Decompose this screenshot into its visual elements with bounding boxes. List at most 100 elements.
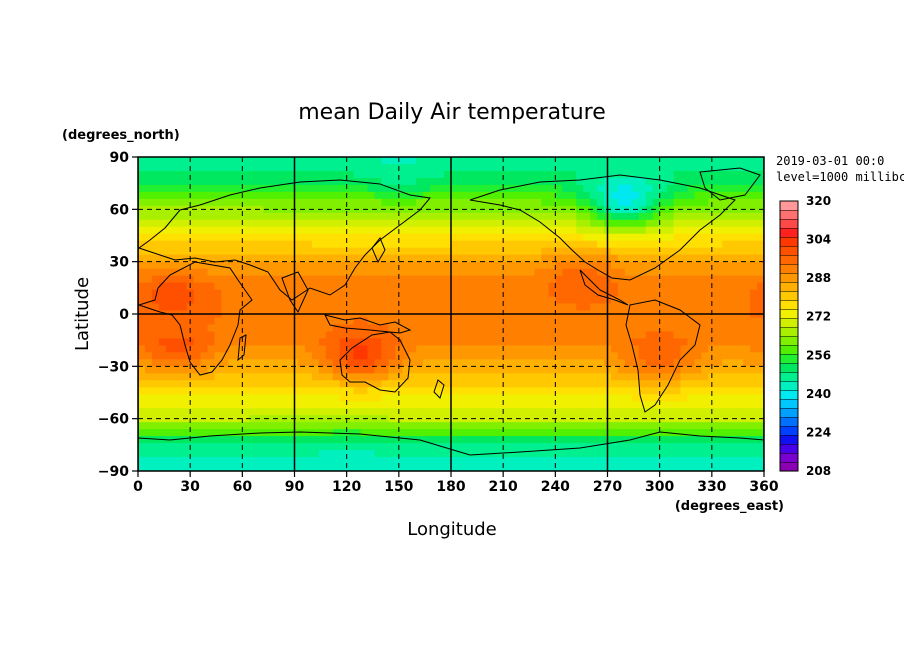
field-cell	[270, 170, 278, 179]
field-cell	[638, 240, 647, 249]
field-cell	[576, 373, 584, 381]
field-cell	[402, 366, 410, 374]
field-cell	[284, 303, 292, 312]
field-cell	[381, 401, 389, 409]
field-cell	[576, 226, 584, 235]
field-cell	[277, 324, 285, 333]
field-cell	[297, 457, 306, 465]
field-cell	[471, 387, 480, 395]
field-cell	[687, 429, 696, 437]
field-cell	[346, 401, 355, 409]
field-cell	[388, 380, 396, 388]
field-cell	[381, 443, 389, 451]
field-cell	[687, 352, 696, 360]
field-cell	[270, 296, 278, 305]
field-cell	[541, 457, 549, 465]
field-cell	[471, 408, 480, 416]
field-cell	[409, 177, 417, 186]
field-cell	[423, 163, 431, 172]
field-cell	[464, 177, 473, 186]
field-cell	[464, 157, 473, 165]
field-cell	[624, 422, 633, 430]
field-cell	[569, 450, 577, 458]
field-cell	[284, 247, 292, 256]
field-cell	[750, 359, 758, 367]
field-cell	[158, 387, 167, 395]
field-cell	[617, 324, 626, 333]
field-cell	[451, 219, 459, 228]
field-cell	[715, 401, 723, 409]
field-cell	[597, 282, 605, 291]
field-cell	[513, 457, 522, 465]
field-cell	[673, 324, 682, 333]
field-cell	[409, 282, 417, 291]
field-cell	[687, 387, 696, 395]
field-cell	[437, 317, 445, 326]
field-cell	[597, 324, 605, 333]
field-cell	[165, 457, 174, 465]
field-cell	[144, 450, 153, 458]
field-cell	[318, 177, 327, 186]
field-cell	[652, 157, 661, 165]
field-cell	[374, 233, 383, 242]
field-cell	[158, 289, 167, 298]
field-cell	[457, 429, 466, 437]
field-cell	[736, 275, 744, 284]
field-cell	[743, 247, 751, 256]
field-cell	[555, 450, 563, 458]
field-cell	[506, 429, 515, 437]
field-cell	[562, 443, 570, 451]
field-cell	[144, 401, 153, 409]
field-cell	[367, 282, 376, 291]
field-cell	[652, 275, 661, 284]
field-cell	[395, 275, 403, 284]
field-cell	[492, 296, 501, 305]
field-cell	[451, 429, 459, 437]
field-cell	[360, 387, 369, 395]
field-cell	[304, 408, 313, 416]
field-cell	[423, 436, 431, 444]
field-cell	[673, 429, 682, 437]
field-cell	[673, 457, 682, 465]
field-cell	[332, 163, 341, 172]
field-cell	[242, 366, 250, 374]
field-cell	[652, 380, 661, 388]
field-cell	[617, 289, 626, 298]
field-cell	[457, 352, 466, 360]
field-cell	[256, 464, 264, 471]
field-cell	[221, 170, 230, 179]
field-cell	[666, 191, 675, 200]
field-cell	[680, 177, 689, 186]
field-cell	[144, 289, 153, 298]
field-cell	[631, 184, 640, 193]
field-cell	[464, 261, 473, 270]
field-cell	[729, 282, 737, 291]
field-cell	[256, 415, 264, 423]
field-cell	[151, 282, 160, 291]
field-cell	[297, 240, 306, 249]
field-cell	[430, 275, 438, 284]
field-cell	[513, 401, 522, 409]
field-cell	[416, 394, 424, 402]
field-cell	[457, 275, 466, 284]
field-cell	[256, 233, 264, 242]
field-cell	[318, 303, 327, 312]
field-cell	[583, 394, 591, 402]
field-cell	[638, 247, 647, 256]
field-cell	[388, 429, 396, 437]
field-cell	[256, 345, 264, 353]
field-cell	[284, 387, 292, 395]
field-cell	[624, 303, 633, 312]
field-cell	[471, 352, 480, 360]
field-cell	[534, 184, 543, 193]
field-cell	[311, 240, 320, 249]
field-cell	[638, 464, 647, 471]
field-cell	[360, 219, 369, 228]
field-cell	[624, 177, 633, 186]
field-cell	[444, 282, 452, 291]
field-cell	[520, 226, 529, 235]
field-cell	[610, 226, 619, 235]
field-cell	[659, 345, 668, 353]
field-cell	[617, 268, 626, 277]
field-cell	[666, 366, 675, 374]
